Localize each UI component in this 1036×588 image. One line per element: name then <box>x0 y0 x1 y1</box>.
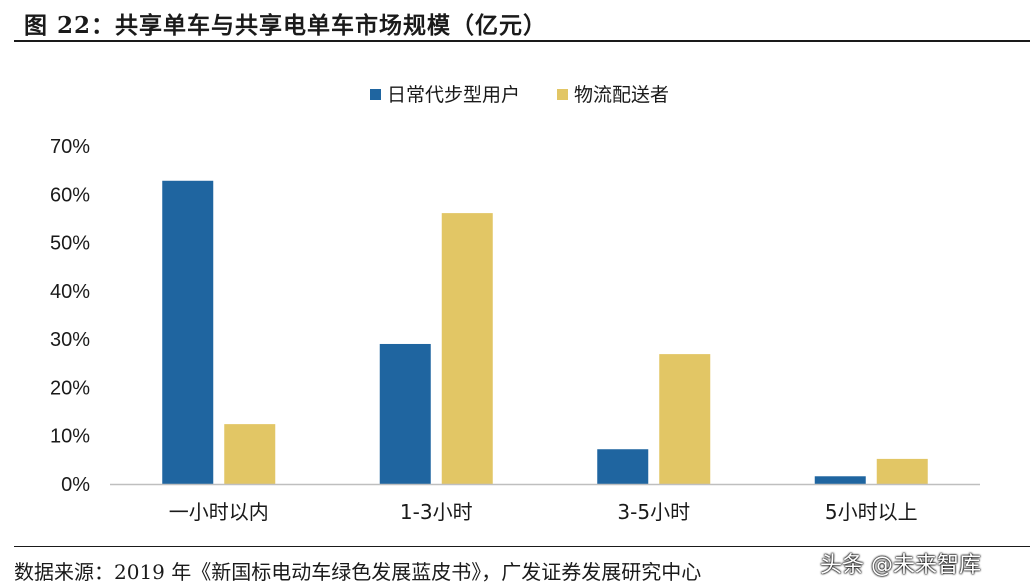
bar-series-1 <box>814 476 866 484</box>
y-axis: 0% 10% 20% 30% 40% 50% 60% 70% <box>50 136 90 496</box>
bar-series-2 <box>441 213 493 485</box>
y-tick-label: 40% <box>50 281 90 303</box>
x-category-label: 1-3小时 <box>400 500 473 524</box>
y-tick-label: 50% <box>50 233 90 255</box>
watermark: 头条 @未来智库 <box>820 553 981 578</box>
legend-label-series-1: 日常代步型用户 <box>387 84 520 106</box>
y-tick-label: 20% <box>50 377 90 399</box>
legend-label-series-2: 物流配送者 <box>574 84 669 106</box>
bar-series-1 <box>597 449 649 484</box>
bar-series-2 <box>876 458 928 484</box>
bar-series-2 <box>224 424 276 484</box>
legend-swatch-series-2 <box>557 89 568 100</box>
legend-swatch-series-1 <box>370 89 381 100</box>
y-tick-label: 10% <box>50 426 90 448</box>
source-note: 数据来源：2019 年《新国标电动车绿色发展蓝皮书》，广发证券发展研究中心 <box>14 560 702 584</box>
bar-series-1 <box>379 343 431 484</box>
title-divider <box>14 40 1030 42</box>
x-category-label: 3-5小时 <box>617 500 690 524</box>
bar-series <box>162 180 928 485</box>
y-tick-label: 70% <box>50 136 90 158</box>
x-category-label: 5小时以上 <box>825 500 918 524</box>
chart-legend: 日常代步型用户 物流配送者 <box>370 84 669 106</box>
x-axis: 一小时以内 1-3小时 3-5小时 5小时以上 <box>110 483 980 524</box>
bar-series-1 <box>162 180 214 484</box>
y-tick-label: 0% <box>61 474 90 496</box>
source-divider <box>14 546 1030 547</box>
y-tick-label: 60% <box>50 184 90 206</box>
figure-title: 图 22：共享单车与共享电单车市场规模（亿元） <box>24 12 548 39</box>
bar-series-2 <box>659 354 711 484</box>
x-category-label: 一小时以内 <box>169 500 269 524</box>
y-tick-label: 30% <box>50 329 90 351</box>
